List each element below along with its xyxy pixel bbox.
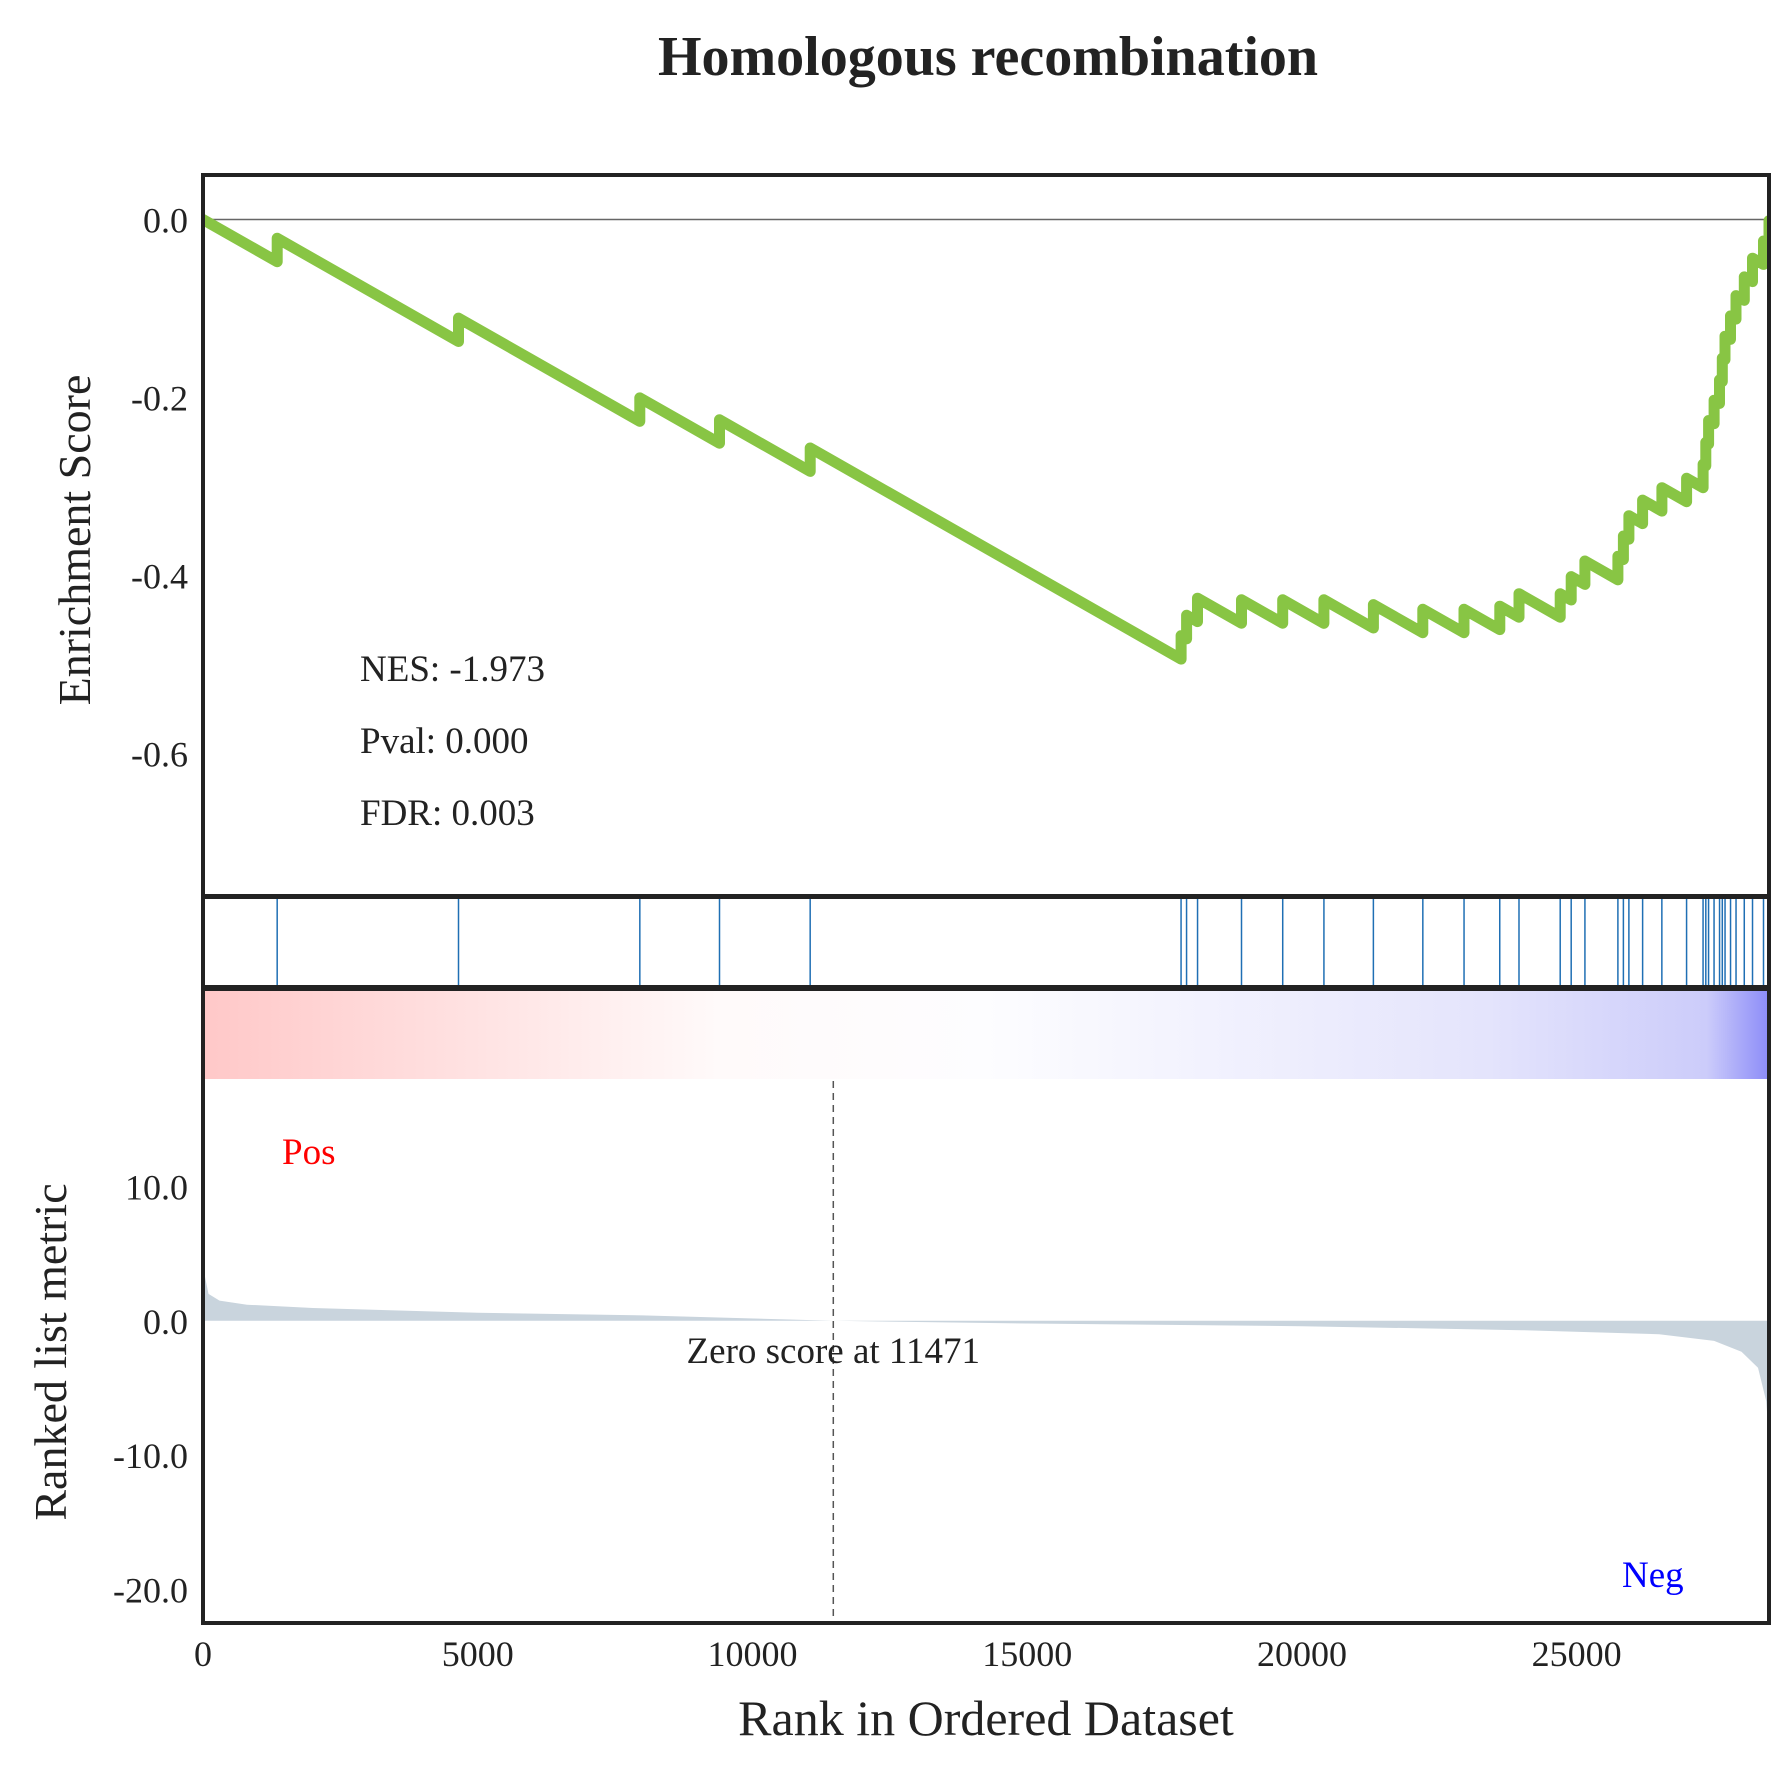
rank-color-strip	[203, 989, 1769, 1079]
rank-y-tick-label: 10.0	[125, 1167, 188, 1207]
zero-score-label: Zero score at 11471	[687, 1331, 981, 1372]
pval-stat: Pval: 0.000	[360, 721, 529, 762]
rank-panel-frame	[201, 987, 1771, 1625]
enrichment-score-line	[203, 214, 1769, 665]
x-tick-label: 25000	[1532, 1634, 1622, 1674]
gene-hits-panel	[201, 895, 1771, 989]
fdr-stat: FDR: 0.003	[360, 793, 535, 834]
ranked-metric-panel: Zero score at 11471 Pos Neg 10.0 0.0 -10.0…	[25, 987, 1771, 1625]
x-tick-label: 15000	[982, 1634, 1072, 1674]
es-y-tick-label: -0.2	[131, 379, 188, 419]
pos-label: Pos	[282, 1132, 335, 1173]
rank-y-tick-label: -20.0	[113, 1570, 188, 1610]
hits-panel-frame	[201, 895, 1771, 989]
enrichment-score-panel: 0.0 -0.2 -0.4 -0.6 NES: -1.973 Pval: 0.000 …	[49, 173, 1771, 898]
es-y-ticks: 0.0 -0.2 -0.4 -0.6	[131, 201, 188, 775]
es-y-tick-label: 0.0	[143, 201, 188, 241]
gene-hit-lines	[276, 899, 1770, 985]
rank-y-ticks: 10.0 0.0 -10.0 -20.0	[113, 1167, 188, 1610]
es-stats: NES: -1.973 Pval: 0.000 FDR: 0.003	[360, 649, 545, 834]
x-tick-label: 0	[194, 1634, 212, 1674]
rank-y-tick-label: -10.0	[113, 1436, 188, 1476]
rank-y-axis-label: Ranked list metric	[25, 1183, 76, 1520]
x-tick-label: 10000	[707, 1634, 797, 1674]
es-y-axis-label: Enrichment Score	[49, 375, 100, 706]
x-axis-ticks: 0 5000 10000 15000 20000 25000	[194, 1634, 1622, 1674]
x-tick-label: 20000	[1257, 1634, 1347, 1674]
nes-stat: NES: -1.973	[360, 649, 545, 690]
chart-title: Homologous recombination	[658, 26, 1318, 88]
x-axis-label: Rank in Ordered Dataset	[738, 1690, 1234, 1746]
neg-label: Neg	[1622, 1555, 1684, 1596]
es-y-tick-label: -0.6	[131, 735, 188, 775]
es-panel-frame	[201, 173, 1771, 898]
rank-y-tick-label: 0.0	[143, 1302, 188, 1342]
es-y-tick-label: -0.4	[131, 557, 188, 597]
ranked-metric-area	[203, 1267, 1769, 1442]
x-tick-label: 5000	[442, 1634, 514, 1674]
